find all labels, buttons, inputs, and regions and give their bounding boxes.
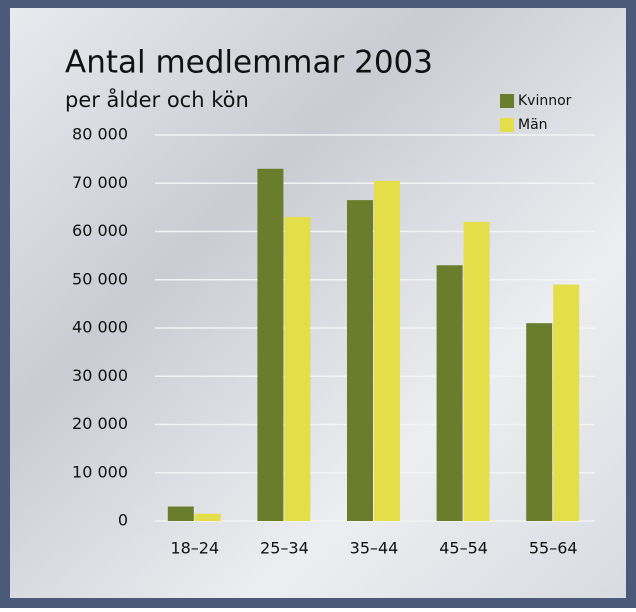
- legend-label: Män: [518, 117, 548, 133]
- bar: [463, 221, 490, 521]
- bar: [284, 217, 311, 521]
- x-tick-label: 35–44: [350, 539, 399, 558]
- y-tick-label: 30 000: [72, 366, 128, 385]
- bar: [374, 180, 400, 521]
- bar: [257, 168, 284, 521]
- y-tick-label: 10 000: [72, 462, 128, 481]
- background: [10, 8, 626, 598]
- x-tick-label: 55–64: [529, 539, 578, 558]
- bar: [553, 284, 580, 521]
- y-tick-label: 20 000: [72, 414, 128, 433]
- bar: [167, 506, 194, 521]
- legend-swatch: [500, 118, 514, 132]
- y-tick-label: 60 000: [72, 221, 128, 240]
- y-tick-label: 50 000: [72, 269, 128, 288]
- legend-label: Kvinnor: [518, 93, 572, 109]
- chart-subtitle: per ålder och kön: [65, 87, 249, 112]
- y-tick-label: 70 000: [72, 173, 128, 192]
- y-tick-label: 80 000: [72, 125, 128, 144]
- x-tick-label: 45–54: [439, 539, 488, 558]
- bar: [347, 200, 373, 521]
- y-tick-label: 0: [118, 511, 128, 530]
- chart-title: Antal medlemmar 2003: [65, 45, 433, 81]
- x-tick-label: 18–24: [170, 539, 219, 558]
- legend-swatch: [500, 94, 514, 108]
- bar: [194, 513, 221, 521]
- x-tick-label: 25–34: [260, 539, 309, 558]
- bar: [436, 265, 463, 521]
- bar: [526, 323, 553, 521]
- y-tick-label: 40 000: [72, 318, 128, 337]
